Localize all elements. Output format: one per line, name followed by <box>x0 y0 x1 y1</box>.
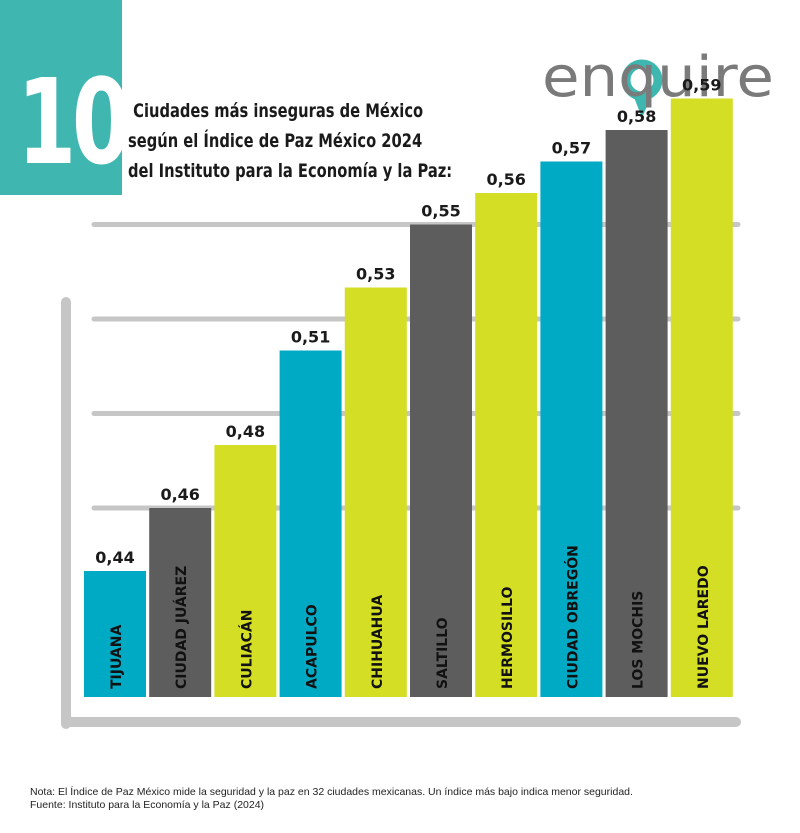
page-title: Ciudades más inseguras de México según e… <box>128 96 548 186</box>
enquire-logo: enquire <box>542 45 774 118</box>
category-label: SALTILLO <box>435 617 451 689</box>
category-label: CIUDAD JUÁREZ <box>173 566 190 689</box>
title-line-1: Ciudades más inseguras de México <box>133 100 424 122</box>
value-label: 0,53 <box>356 265 395 284</box>
number-badge: 10 <box>0 0 131 195</box>
title-line-2: según el Índice de Paz México 2024 <box>128 130 423 152</box>
category-label: CHIHUAHUA <box>370 595 386 689</box>
bar <box>84 571 146 697</box>
bar <box>344 287 407 697</box>
category-label: HERMOSILLO <box>500 586 516 689</box>
value-label: 0,51 <box>291 328 330 347</box>
bar <box>670 98 733 697</box>
footnote-source: Fuente: Instituto para la Economía y la … <box>30 799 265 811</box>
chart-axes <box>61 297 741 729</box>
bar <box>149 508 212 697</box>
value-label: 0,44 <box>95 548 134 567</box>
logo-text: enquire <box>542 45 774 110</box>
value-label: 0,56 <box>486 170 525 189</box>
category-label: TIJUANA <box>109 625 125 689</box>
bar <box>410 224 472 697</box>
bar <box>540 161 603 697</box>
logo-bubble <box>621 59 663 101</box>
bar <box>605 130 668 697</box>
value-label: 0,55 <box>421 202 460 221</box>
bar <box>475 193 538 697</box>
category-label: LOS MOCHIS <box>631 591 647 689</box>
bars: 0,44 TIJUANA 0,46 CIUDAD JUÁREZ 0,48 CULIACÁN… <box>84 76 733 697</box>
value-label: 0,57 <box>552 139 591 158</box>
value-label: 0,58 <box>617 107 656 126</box>
category-label: NUEVO LAREDO <box>696 565 712 689</box>
footnote-note: Nota: El Índice de Paz México mide la se… <box>30 786 633 798</box>
footnote: Nota: El Índice de Paz México mide la se… <box>30 786 770 812</box>
title-line-3: del Instituto para la Economía y la Paz: <box>128 160 453 182</box>
bar <box>214 445 277 697</box>
value-label: 0,59 <box>682 76 721 95</box>
category-label: CULIACÁN <box>238 610 255 689</box>
bar <box>279 350 342 697</box>
category-label: CIUDAD OBREGÓN <box>563 545 581 689</box>
category-label: ACAPULCO <box>305 604 321 689</box>
value-label: 0,48 <box>226 422 265 441</box>
value-label: 0,46 <box>160 485 199 504</box>
